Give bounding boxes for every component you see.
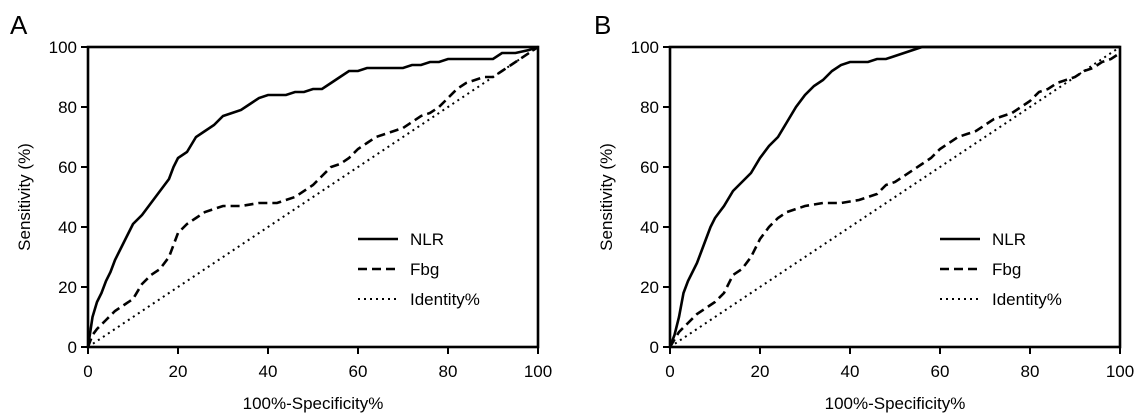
x-tick-label: 60	[931, 362, 950, 381]
y-tick-label: 40	[640, 218, 659, 237]
chart-panel-b: B 0 20 40 60 80 100 0 20 40 60 80 100 100%-Specificit…	[594, 10, 1134, 413]
panel-label: B	[594, 10, 611, 40]
y-tick-label: 60	[640, 158, 659, 177]
legend-label: Identity%	[410, 290, 480, 309]
legend-label: NLR	[410, 230, 444, 249]
legend: NLR Fbg Identity%	[940, 230, 1062, 309]
x-tick-label: 80	[1021, 362, 1040, 381]
x-tick-label: 20	[169, 362, 188, 381]
y-tick-label: 60	[58, 158, 77, 177]
series-line-identity	[87, 46, 539, 348]
panel-label: A	[10, 10, 28, 40]
y-axis-title: Sensitivity (%)	[15, 143, 34, 251]
y-axis-title: Sensitivity (%)	[597, 143, 616, 251]
series-line-nlr	[86, 45, 539, 348]
x-tick-label: 40	[841, 362, 860, 381]
x-tick-label: 0	[665, 362, 674, 381]
x-tick-label: 40	[259, 362, 278, 381]
x-tick-label: 0	[83, 362, 92, 381]
legend: NLR Fbg Identity%	[358, 230, 480, 309]
y-tick-label: 80	[58, 98, 77, 117]
y-tick-label: 20	[58, 278, 77, 297]
series-line-nlr	[668, 45, 1120, 348]
plot-frame	[668, 45, 1122, 349]
y-tick-label: 40	[58, 218, 77, 237]
legend-label: Identity%	[992, 290, 1062, 309]
series-line-fbg	[86, 45, 539, 348]
legend-label: Fbg	[410, 260, 439, 279]
y-tick-label: 0	[68, 338, 77, 357]
chart-panel-a: A 0 20 40 60 80 100 0 20 40 60 80 100 100%-Specificit…	[10, 10, 552, 413]
y-tick-label: 100	[631, 38, 659, 57]
x-tick-label: 60	[349, 362, 368, 381]
y-tick-label: 100	[49, 38, 77, 57]
series-line-identity	[669, 46, 1121, 348]
x-tick-label: 80	[439, 362, 458, 381]
x-tick-label: 20	[751, 362, 770, 381]
y-tick-label: 80	[640, 98, 659, 117]
legend-label: NLR	[992, 230, 1026, 249]
legend-label: Fbg	[992, 260, 1021, 279]
y-tick-label: 0	[650, 338, 659, 357]
plot-frame	[86, 45, 540, 349]
x-axis-title: 100%-Specificity%	[243, 394, 384, 413]
y-tick-label: 20	[640, 278, 659, 297]
series-line-fbg	[668, 51, 1121, 348]
x-tick-label: 100	[1106, 362, 1134, 381]
x-tick-label: 100	[524, 362, 552, 381]
x-axis-title: 100%-Specificity%	[825, 394, 966, 413]
